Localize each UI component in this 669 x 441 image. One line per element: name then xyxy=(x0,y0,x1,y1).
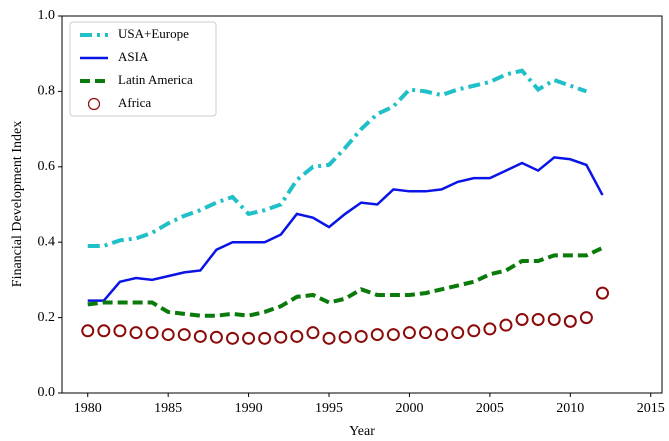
data-point xyxy=(290,329,304,343)
data-point xyxy=(306,326,320,340)
data-point xyxy=(451,326,465,340)
data-point xyxy=(161,328,175,342)
data-point xyxy=(97,324,111,338)
data-point xyxy=(177,328,191,342)
data-point xyxy=(242,331,256,345)
data-point xyxy=(386,328,400,342)
data-point xyxy=(467,324,481,338)
data-point xyxy=(402,326,416,340)
plot-frame xyxy=(61,15,663,394)
data-point xyxy=(579,311,593,325)
data-point xyxy=(370,328,384,342)
data-point xyxy=(338,330,352,344)
data-point xyxy=(226,331,240,345)
data-line xyxy=(87,68,588,248)
legend-marker xyxy=(87,97,101,111)
legend-label: Latin America xyxy=(118,72,193,87)
y-tick-label: 0.8 xyxy=(38,84,56,99)
x-axis-label: Year xyxy=(349,424,375,439)
data-point xyxy=(322,331,336,345)
data-point xyxy=(419,326,433,340)
data-line xyxy=(87,246,604,318)
data-point xyxy=(145,326,159,340)
data-point xyxy=(209,330,223,344)
data-point xyxy=(531,312,545,326)
legend: USA+Europe ASIA Latin America Africa xyxy=(69,21,217,117)
x-tick-label: 2015 xyxy=(637,401,665,416)
x-tick-label: 1995 xyxy=(315,401,343,416)
legend-label: USA+Europe xyxy=(118,26,189,41)
x-tick-label: 1980 xyxy=(74,401,102,416)
data-point xyxy=(515,312,529,326)
data-point xyxy=(274,330,288,344)
data-point xyxy=(435,328,449,342)
data-point xyxy=(129,326,143,340)
y-tick-label: 0.2 xyxy=(38,310,56,325)
data-point xyxy=(193,329,207,343)
data-point xyxy=(354,329,368,343)
data-point xyxy=(113,324,127,338)
legend-box xyxy=(69,21,217,117)
data-point xyxy=(499,318,513,332)
x-tick-label: 2010 xyxy=(556,401,584,416)
x-tick-label: 1985 xyxy=(154,401,182,416)
y-axis-label: Financial Development Index xyxy=(10,121,25,287)
y-tick-label: 0.0 xyxy=(38,385,56,400)
data-point xyxy=(563,314,577,328)
data-point xyxy=(483,322,497,336)
x-tick-label: 2000 xyxy=(395,401,423,416)
data-line xyxy=(87,156,604,302)
data-point xyxy=(547,312,561,326)
legend-label: Africa xyxy=(118,95,151,110)
legend-label: ASIA xyxy=(118,49,149,64)
y-tick-label: 1.0 xyxy=(38,8,56,23)
y-tick-label: 0.4 xyxy=(38,234,56,249)
data-point xyxy=(81,324,95,338)
x-tick-label: 1990 xyxy=(235,401,263,416)
data-point xyxy=(595,286,609,300)
data-point xyxy=(258,331,272,345)
x-tick-label: 2005 xyxy=(476,401,504,416)
y-tick-label: 0.6 xyxy=(38,159,56,174)
